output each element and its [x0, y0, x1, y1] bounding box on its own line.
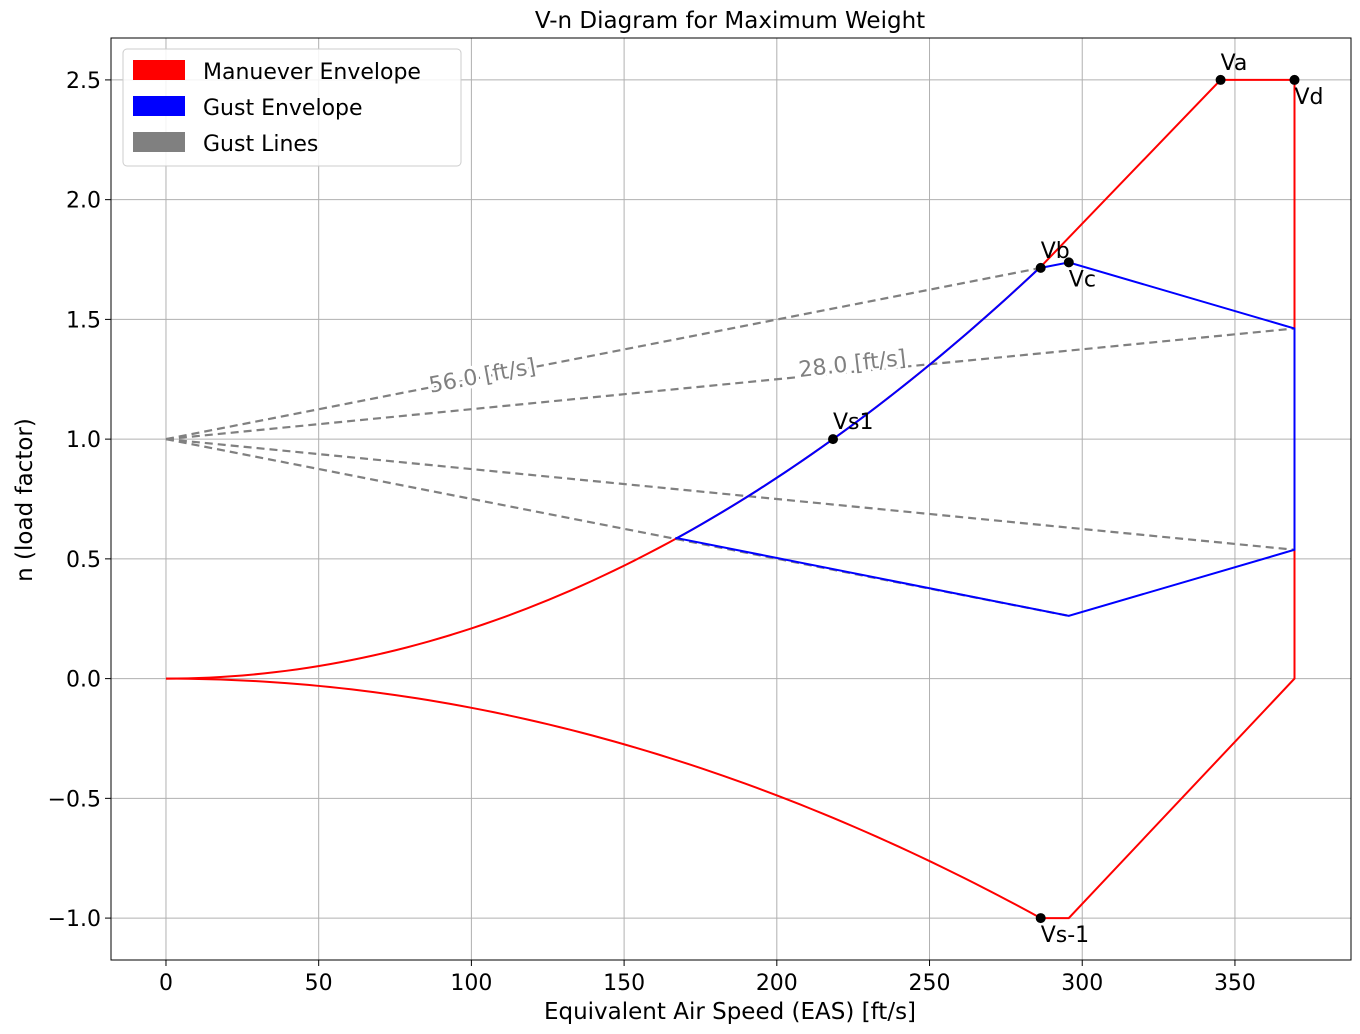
- gust-line: [165, 438, 1070, 617]
- legend-label: Manuever Envelope: [203, 60, 421, 85]
- y-axis-label: n (load factor): [12, 418, 38, 582]
- point-label-vd: Vd: [1294, 85, 1323, 110]
- x-tick-label: 100: [450, 971, 492, 996]
- x-tick-label: 150: [603, 971, 645, 996]
- legend-swatch: [133, 60, 185, 80]
- legend: Manuever Envelope Gust Envelope Gust Lines: [122, 48, 462, 167]
- point-label-vc: Vc: [1069, 267, 1096, 292]
- gust-line: [165, 266, 1041, 441]
- x-tick-label: 200: [756, 971, 798, 996]
- y-tick-label: 2.5: [66, 69, 101, 94]
- y-tick-label: −0.5: [48, 787, 101, 812]
- legend-box: [122, 48, 462, 167]
- x-tick-label: 350: [1214, 971, 1256, 996]
- gust-line: [165, 438, 1295, 551]
- grid: [111, 38, 1351, 960]
- x-tick-label: 250: [909, 971, 951, 996]
- maneuver-envelope-lower: [165, 677, 1042, 919]
- point-label-va: Va: [1221, 51, 1248, 76]
- legend-swatch: [133, 132, 185, 152]
- point-label-vs-1: Vs-1: [1041, 923, 1089, 948]
- y-tick-label: 1.5: [66, 308, 101, 333]
- y-tick-label: 0.5: [66, 548, 101, 573]
- point-marker-vd: [1289, 74, 1300, 85]
- y-tick-label: 2.0: [66, 189, 101, 214]
- chart-title: V-n Diagram for Maximum Weight: [535, 8, 925, 34]
- y-tick-label: 0.0: [66, 668, 101, 693]
- legend-label: Gust Lines: [203, 132, 318, 157]
- x-tick-label: 50: [305, 971, 333, 996]
- point-marker-vs-1: [1035, 913, 1046, 924]
- legend-label: Gust Envelope: [203, 96, 363, 121]
- gust-envelope-curve: [674, 266, 1042, 540]
- gust-line: [165, 327, 1295, 441]
- point-marker-va: [1215, 74, 1226, 85]
- plot-frame: [110, 37, 1352, 961]
- y-tick-label: 1.0: [66, 428, 101, 453]
- y-tick-label: −1.0: [48, 907, 101, 932]
- legend-swatch: [133, 96, 185, 116]
- point-marker-vc: [1063, 257, 1074, 268]
- axis-ticks: 0 50 100 150 200 250 300 350 −1.0 −0.5 0.0 0.5 1.0 1.…: [48, 69, 1256, 996]
- x-tick-label: 0: [159, 971, 173, 996]
- point-marker-vs1: [828, 434, 839, 445]
- x-axis-label: Equivalent Air Speed (EAS) [ft/s]: [544, 999, 916, 1025]
- x-tick-label: 300: [1061, 971, 1103, 996]
- point-label-vs1: Vs1: [833, 410, 874, 435]
- point-marker-vb: [1035, 262, 1046, 273]
